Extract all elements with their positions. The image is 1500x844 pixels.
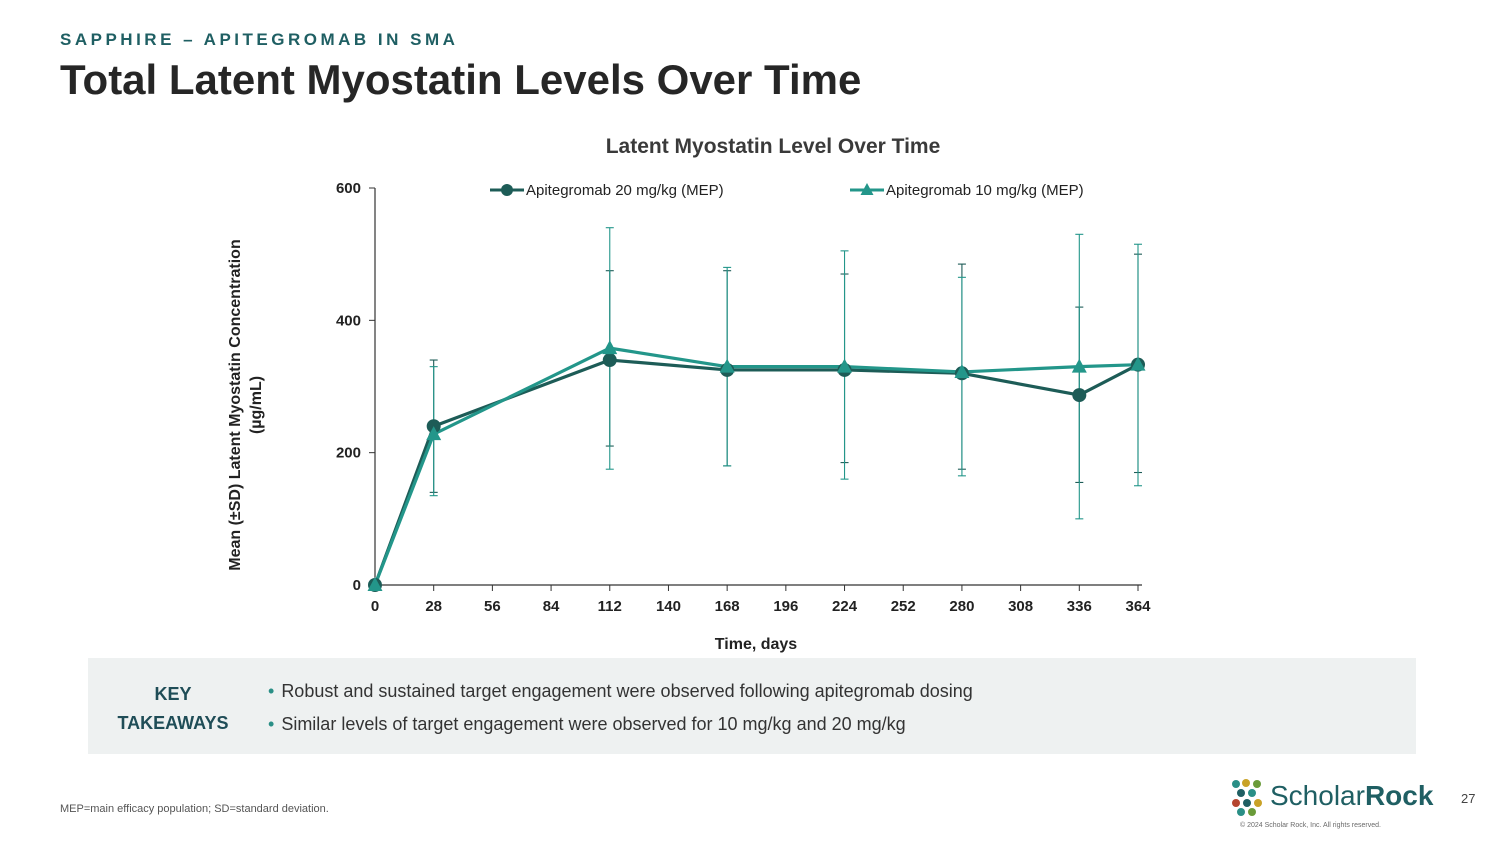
data-point-triangle [367,577,383,591]
key-label-line1: KEY [154,684,192,704]
x-tick-label: 28 [425,598,442,615]
y-tick-label: 0 [353,577,361,594]
x-tick-label: 252 [891,598,916,615]
series-lines [373,346,1139,586]
logo-name-bold: Rock [1364,780,1434,811]
key-takeaways-panel: KEY TAKEAWAYS Robust and sustained targe… [88,658,1416,754]
y-axis-unit: (µg/mL) [248,376,265,434]
logo-wordmark: ScholarRock [1270,780,1433,812]
y-tick-label: 200 [336,445,361,462]
x-tick-label: 56 [484,598,501,615]
series-line-0 [373,358,1139,586]
y-axis-label: Mean (±SD) Latent Myostatin Concentratio… [227,239,244,570]
takeaway-item: Similar levels of target engagement were… [268,708,973,741]
data-point-triangle [719,358,735,373]
logo-name-light: Scholar [1270,780,1365,811]
legend-label: Apitegromab 10 mg/kg (MEP) [886,182,1084,199]
data-point-triangle [954,363,970,378]
data-point-triangle [1130,356,1146,371]
page-number: 27 [1461,791,1476,806]
chart-title: Latent Myostatin Level Over Time [606,135,941,158]
data-point-triangle [837,358,853,373]
chart-axes: 0 28 56 84 112 140 168 196 224 252 280 308 336 364 0 20… [336,180,1151,615]
legend-marker-triangle [860,183,874,195]
chart-legend: Apitegromab 20 mg/kg (MEP) Apitegromab 10… [490,182,1084,199]
x-tick-label: 280 [949,598,974,615]
x-tick-label: 196 [773,598,798,615]
x-tick-label: 336 [1067,598,1092,615]
y-tick-label: 400 [336,312,361,329]
x-tick-label: 140 [656,598,681,615]
copyright: © 2024 Scholar Rock, Inc. All rights res… [1240,822,1381,829]
data-point-circle [602,353,617,368]
x-axis-label: Time, days [715,636,798,653]
data-point-triangle [1071,358,1087,373]
x-tick-label: 168 [715,598,740,615]
section-eyebrow: SAPPHIRE – APITEGROMAB IN SMA [60,30,459,49]
takeaway-list: Robust and sustained target engagement w… [268,675,973,741]
footnote: MEP=main efficacy population; SD=standar… [60,803,329,815]
x-tick-label: 364 [1125,598,1151,615]
x-tick-label: 112 [598,598,622,615]
x-tick-label: 308 [1008,598,1033,615]
scholar-rock-mark-icon [1232,779,1262,816]
legend-label: Apitegromab 20 mg/kg (MEP) [526,182,724,199]
error-bars [429,227,1142,520]
x-tick-label: 224 [832,598,858,615]
page-title: Total Latent Myostatin Levels Over Time [60,56,862,103]
legend-marker-circle [501,184,513,196]
series-markers [367,340,1146,592]
x-tick-label: 0 [371,598,379,615]
data-point-triangle [602,340,618,355]
takeaway-item: Robust and sustained target engagement w… [268,675,972,708]
x-tick-label: 84 [543,598,560,615]
data-point-circle [1072,388,1087,403]
data-point-triangle [426,426,442,441]
latent-myostatin-chart: Latent Myostatin Level Over Time Apitegr… [227,135,1151,653]
y-tick-label: 600 [336,180,361,197]
series-line-1 [373,346,1139,586]
key-takeaways-label: KEY TAKEAWAYS [88,680,258,738]
key-label-line2: TAKEAWAYS [117,713,229,733]
scholar-rock-logo: ScholarRock © 2024 Scholar Rock, Inc. Al… [1230,778,1440,833]
